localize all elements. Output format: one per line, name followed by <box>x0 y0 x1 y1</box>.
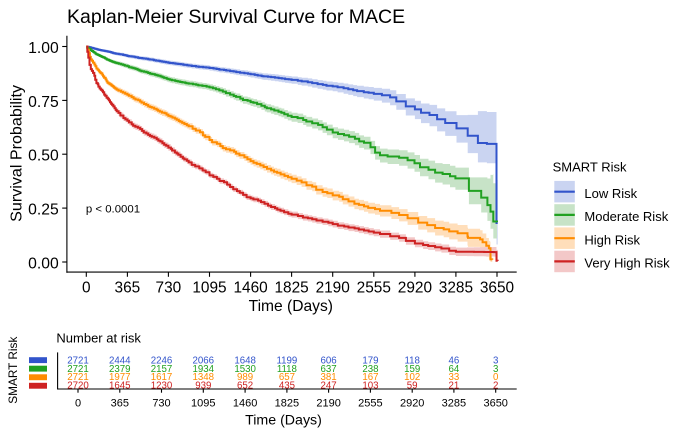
svg-text:2: 2 <box>493 381 498 392</box>
svg-text:0.75: 0.75 <box>28 94 59 111</box>
svg-text:1825: 1825 <box>275 397 299 409</box>
svg-text:652: 652 <box>237 381 253 392</box>
svg-text:2920: 2920 <box>398 279 432 296</box>
svg-text:2246: 2246 <box>151 356 173 367</box>
svg-text:730: 730 <box>152 397 170 409</box>
svg-text:1460: 1460 <box>233 279 267 296</box>
svg-text:SMART Risk: SMART Risk <box>553 159 627 174</box>
svg-text:1230: 1230 <box>151 381 173 392</box>
svg-text:Very High Risk: Very High Risk <box>584 256 670 271</box>
svg-text:606: 606 <box>321 356 337 367</box>
svg-text:p < 0.0001: p < 0.0001 <box>86 203 140 215</box>
svg-text:238: 238 <box>362 364 378 375</box>
svg-text:2920: 2920 <box>400 397 424 409</box>
svg-text:64: 64 <box>449 364 460 375</box>
svg-text:Low Risk: Low Risk <box>584 186 637 201</box>
svg-text:1825: 1825 <box>274 279 308 296</box>
svg-text:1460: 1460 <box>233 397 257 409</box>
svg-text:33: 33 <box>449 372 460 383</box>
svg-text:3285: 3285 <box>439 279 473 296</box>
svg-text:1934: 1934 <box>193 364 215 375</box>
svg-text:2721: 2721 <box>67 372 89 383</box>
svg-text:1648: 1648 <box>234 356 256 367</box>
svg-text:Moderate Risk: Moderate Risk <box>584 209 668 224</box>
svg-text:2066: 2066 <box>193 356 215 367</box>
svg-text:0.50: 0.50 <box>28 148 59 165</box>
svg-text:Number at risk: Number at risk <box>56 331 141 346</box>
svg-text:3: 3 <box>493 364 498 375</box>
svg-text:21: 21 <box>449 381 460 392</box>
svg-text:1.00: 1.00 <box>28 40 59 57</box>
svg-text:1617: 1617 <box>151 372 173 383</box>
svg-text:657: 657 <box>279 372 295 383</box>
svg-text:2720: 2720 <box>67 381 89 392</box>
svg-text:989: 989 <box>237 372 253 383</box>
svg-text:2555: 2555 <box>357 279 391 296</box>
svg-text:3650: 3650 <box>480 279 514 296</box>
svg-text:381: 381 <box>321 372 337 383</box>
svg-text:Time (Days): Time (Days) <box>249 298 333 315</box>
svg-text:2190: 2190 <box>316 397 340 409</box>
svg-text:Time (Days): Time (Days) <box>245 413 322 429</box>
svg-text:1199: 1199 <box>276 356 297 367</box>
svg-text:637: 637 <box>321 364 337 375</box>
svg-text:730: 730 <box>156 279 182 296</box>
svg-text:365: 365 <box>111 397 129 409</box>
svg-text:0.25: 0.25 <box>28 202 59 219</box>
svg-text:939: 939 <box>195 381 211 392</box>
svg-text:3650: 3650 <box>483 397 507 409</box>
svg-text:2157: 2157 <box>151 364 173 375</box>
svg-text:102: 102 <box>404 372 420 383</box>
svg-text:1095: 1095 <box>192 279 226 296</box>
svg-text:0: 0 <box>75 397 81 409</box>
svg-text:Survival Probability: Survival Probability <box>7 84 25 222</box>
svg-text:159: 159 <box>404 364 420 375</box>
svg-text:0: 0 <box>82 279 91 296</box>
svg-text:3: 3 <box>493 356 498 367</box>
svg-text:SMART Risk: SMART Risk <box>6 337 20 404</box>
svg-text:1530: 1530 <box>234 364 256 375</box>
svg-text:365: 365 <box>115 279 141 296</box>
svg-text:1645: 1645 <box>109 381 131 392</box>
svg-text:167: 167 <box>362 372 378 383</box>
svg-text:2379: 2379 <box>109 364 131 375</box>
svg-text:247: 247 <box>321 381 337 392</box>
svg-text:118: 118 <box>404 356 419 367</box>
svg-text:Kaplan-Meier Survival Curve fo: Kaplan-Meier Survival Curve for MACE <box>67 6 405 28</box>
svg-text:2555: 2555 <box>358 397 382 409</box>
svg-text:0: 0 <box>493 372 499 383</box>
svg-text:1095: 1095 <box>191 397 215 409</box>
svg-text:1977: 1977 <box>109 372 131 383</box>
svg-text:1348: 1348 <box>193 372 215 383</box>
svg-text:0.00: 0.00 <box>28 255 59 272</box>
svg-text:46: 46 <box>449 356 460 367</box>
svg-text:179: 179 <box>362 356 378 367</box>
svg-text:High Risk: High Risk <box>584 232 640 247</box>
svg-text:435: 435 <box>279 381 295 392</box>
svg-text:1118: 1118 <box>277 364 297 375</box>
svg-text:59: 59 <box>407 381 418 392</box>
svg-text:2190: 2190 <box>316 279 350 296</box>
svg-text:3285: 3285 <box>442 397 466 409</box>
svg-text:2721: 2721 <box>67 364 89 375</box>
svg-text:2444: 2444 <box>109 356 131 367</box>
svg-text:2721: 2721 <box>67 356 89 367</box>
svg-text:103: 103 <box>362 381 378 392</box>
